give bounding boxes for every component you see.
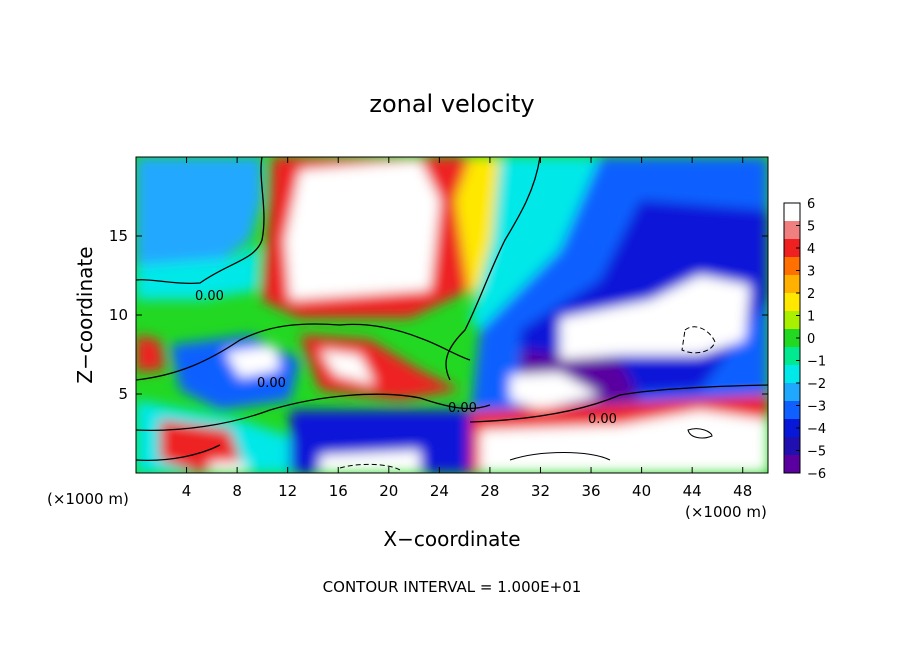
contour-negative-dashed-bottom	[339, 463, 401, 471]
colorbar-swatch	[784, 455, 800, 474]
colorbar-tick-label: −3	[807, 400, 826, 415]
contour-interval-note: CONTOUR INTERVAL = 1.000E+01	[323, 578, 582, 596]
contour-label: 0.00	[257, 376, 286, 391]
colorbar-swatch	[784, 293, 800, 312]
x-unit-right: (×1000 m)	[685, 503, 767, 521]
plot-area	[136, 157, 768, 473]
contour-zero-upper-left	[136, 157, 265, 285]
contour-positive-bottom	[509, 452, 611, 461]
contour-zero-bottom-left	[136, 444, 221, 461]
x-tick-label: 8	[232, 482, 242, 500]
colorbar-tick-label: 2	[807, 287, 815, 302]
colorbar-swatch	[784, 203, 800, 222]
field-region-lower-white-band	[480, 410, 768, 473]
colorbar-tick-label: 6	[807, 197, 815, 212]
x-tick-label: 24	[430, 482, 449, 500]
colorbar-tick-label: 3	[807, 265, 815, 280]
field-region-upper-jet-white	[285, 160, 440, 300]
field-region-mid-red	[300, 335, 460, 400]
colorbar-tick-label: 4	[807, 242, 815, 257]
contour-label: 0.00	[448, 401, 477, 416]
colorbar-tick-label: 0	[807, 332, 815, 347]
x-tick-label: 20	[379, 482, 398, 500]
colorbar-swatch	[784, 239, 800, 258]
field-region-upper-left-cyan	[136, 245, 260, 300]
field-region-left-mid-white	[225, 345, 280, 378]
y-tick-label: 5	[118, 385, 128, 403]
field-region-lower-mid-white	[320, 450, 420, 473]
y-axis-label: Z−coordinate	[73, 246, 97, 383]
field-region-right-white-lobe	[510, 372, 600, 410]
x-tick-label: 28	[480, 482, 499, 500]
contour-label: 0.00	[195, 289, 224, 304]
colorbar-swatch	[784, 401, 800, 420]
x-unit-left: (×1000 m)	[47, 490, 129, 508]
contour-positive	[509, 428, 713, 461]
field-region-upper-left-blue	[136, 157, 262, 270]
x-axis-label: X−coordinate	[383, 527, 520, 551]
field-region-right-white-core	[560, 275, 750, 360]
field-region-bottom-left-white	[210, 462, 245, 473]
colorbar: 6 5 4 3 2 1 0 −1 −2 −3 −4 −5 −6	[783, 197, 826, 482]
contour-lines	[136, 157, 768, 461]
colorbar-tick-label: 1	[807, 310, 815, 325]
x-tick-label: 12	[278, 482, 297, 500]
colorbar-swatch	[784, 383, 800, 402]
field-region-left-edge-red	[136, 335, 165, 372]
x-axis: 4 8 12 16 20 24 28 32 36 40 44 48	[182, 157, 752, 500]
y-tick-label: 15	[109, 227, 128, 245]
contour-zero-mid-left	[136, 323, 471, 381]
contour-zero-diagonal	[445, 157, 541, 381]
x-tick-label: 32	[531, 482, 550, 500]
contour-zero-right	[469, 384, 768, 423]
chart-title: zonal velocity	[369, 90, 534, 118]
colorbar-tick-label: −6	[807, 467, 826, 482]
x-tick-label: 48	[733, 482, 752, 500]
contour-dashed	[339, 326, 716, 471]
colorbar-swatch	[784, 221, 800, 240]
contour-label: 0.00	[588, 412, 617, 427]
colorbar-tick-label: 5	[807, 220, 815, 235]
colorbar-swatch	[784, 419, 800, 438]
field-region-lower-left-red	[160, 420, 240, 473]
contour-labels: 0.00 0.00 0.00 0.00	[195, 289, 617, 427]
x-tick-label: 36	[581, 482, 600, 500]
colorbar-tick-label: −5	[807, 445, 826, 460]
heatmap-field	[136, 157, 768, 473]
x-tick-label: 40	[632, 482, 651, 500]
colorbar-tick-label: −1	[807, 355, 826, 370]
contour-positive-right	[687, 428, 713, 439]
colorbar-swatch	[784, 329, 800, 348]
x-tick-label: 4	[182, 482, 192, 500]
colorbar-swatch	[784, 257, 800, 276]
colorbar-swatch	[784, 437, 800, 456]
colorbar-swatch	[784, 311, 800, 330]
x-tick-label: 16	[329, 482, 348, 500]
contour-zero-low	[136, 393, 491, 431]
colorbar-tick-label: −2	[807, 377, 826, 392]
field-region-mid-white	[320, 350, 375, 385]
colorbar-swatch	[784, 275, 800, 294]
colorbar-swatch	[784, 347, 800, 366]
colorbar-tick-label: −4	[807, 422, 826, 437]
colorbar-swatch	[784, 365, 800, 384]
x-tick-label: 44	[683, 482, 702, 500]
y-axis: 5 10 15	[109, 227, 768, 403]
contour-negative-dashed-right	[681, 326, 716, 354]
y-tick-label: 10	[109, 306, 128, 324]
